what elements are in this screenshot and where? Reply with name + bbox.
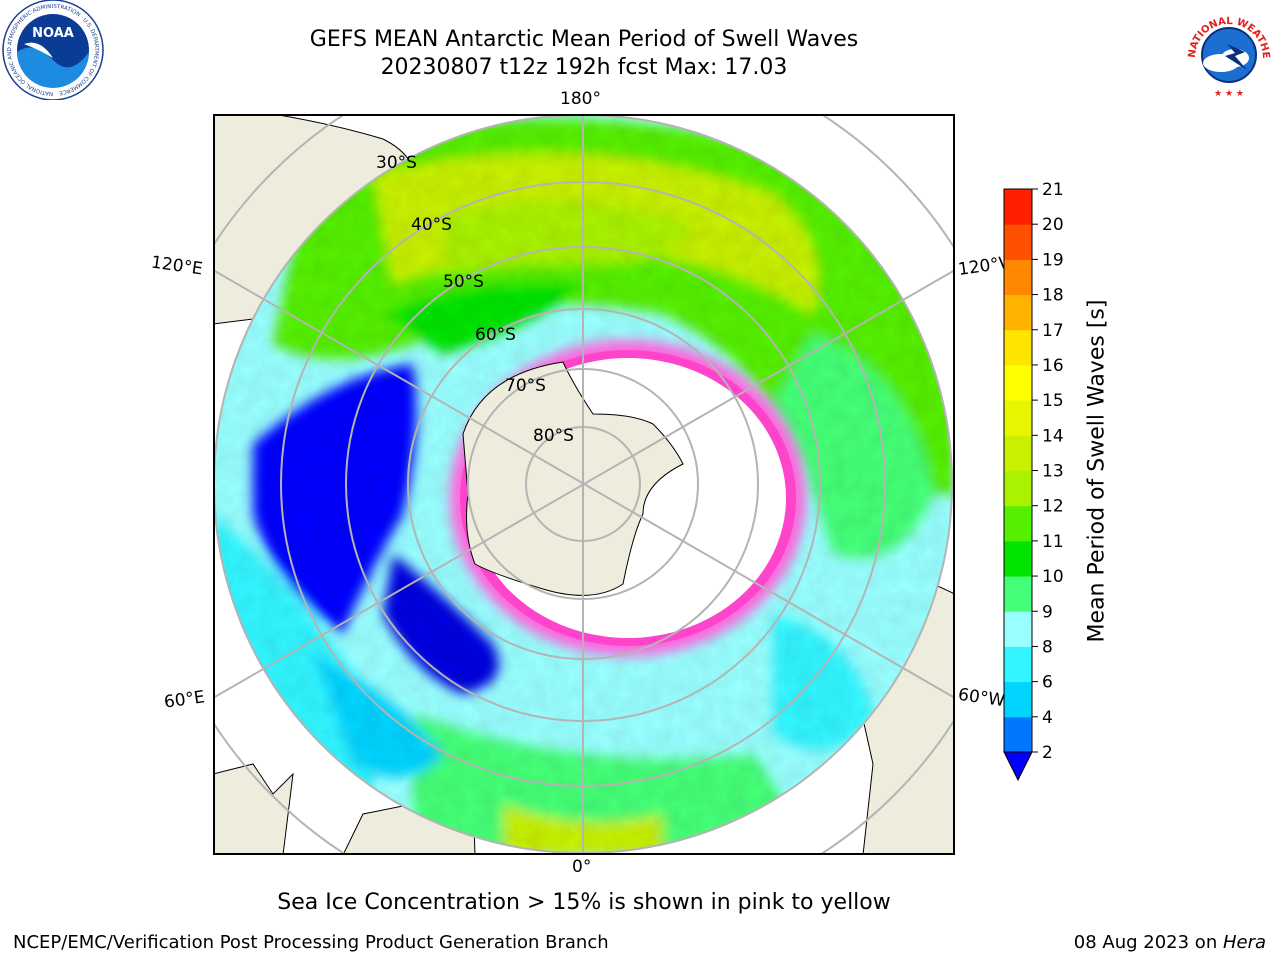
polar-map: 30°S 40°S 50°S 60°S 70°S 80°S: [213, 114, 955, 855]
lat-label-30s: 30°S: [376, 153, 417, 173]
chart-subtitle: 20230807 t12z 192h fcst Max: 17.03: [380, 55, 788, 80]
colorbar-segment: [1004, 259, 1032, 296]
colorbar-segment: [1004, 470, 1032, 507]
lat-label-60s: 60°S: [475, 325, 516, 345]
colorbar-tick-label: 18: [1042, 286, 1064, 306]
colorbar-segment: [1004, 505, 1032, 542]
colorbar-segment: [1004, 189, 1032, 225]
colorbar-segment: [1004, 681, 1032, 718]
footer-date-text: 08 Aug 2023 on: [1073, 932, 1223, 953]
colorbar-tick-label: 17: [1042, 321, 1064, 341]
lat-label-40s: 40°S: [411, 215, 452, 235]
colorbar-tick-label: 11: [1042, 532, 1064, 552]
colorbar-tick-label: 14: [1042, 426, 1064, 446]
colorbar-label: Mean Period of Swell Waves [s]: [1084, 299, 1110, 643]
lon-label-left-lower: 60°E: [162, 687, 207, 713]
colorbar-tick-label: 15: [1042, 391, 1064, 411]
colorbar-tick-label: 21: [1042, 180, 1064, 200]
colorbar-segment: [1004, 435, 1032, 471]
lon-label-left-upper: 120°E: [149, 252, 204, 280]
colorbar-tick-label: 9: [1042, 602, 1053, 622]
nws-logo: NATIONAL WEATHER SERVICE ★ ★ ★: [1175, 0, 1275, 99]
colorbar-segment: [1004, 364, 1032, 401]
chart-title: GEFS MEAN Antarctic Mean Period of Swell…: [309, 27, 859, 52]
colorbar-segment: [1004, 400, 1032, 436]
colorbar-segment: [1004, 646, 1032, 683]
colorbar-tick-label: 8: [1042, 637, 1053, 657]
colorbar-segment: [1004, 716, 1032, 753]
colorbar-extend-arrow: [1003, 751, 1033, 782]
colorbar-segment: [1004, 540, 1032, 577]
colorbar-tick-label: 16: [1042, 356, 1064, 376]
colorbar-tick-label: 13: [1042, 462, 1064, 482]
colorbar-tick-label: 12: [1042, 497, 1064, 517]
colorbar-tick-label: 20: [1042, 215, 1064, 235]
sea-ice-caption: Sea Ice Concentration > 15% is shown in …: [277, 890, 891, 915]
svg-text:★ ★ ★: ★ ★ ★: [1214, 89, 1244, 99]
colorbar-tick-label: 6: [1042, 673, 1053, 693]
colorbar-segment: [1004, 294, 1032, 331]
colorbar-tick-label: 4: [1042, 708, 1053, 728]
lon-label-bottom: 0°: [572, 857, 592, 877]
footer-date: 08 Aug 2023 on Hera: [1074, 932, 1266, 953]
colorbar-segment: [1004, 329, 1032, 366]
lat-label-70s: 70°S: [505, 376, 546, 396]
noaa-logo-text: NOAA: [32, 26, 74, 41]
colorbar: 2 4 6 8 9 10 11 12 13 14 15 16 17 18 19 20 21: [1003, 180, 1064, 782]
footer-credit: NCEP/EMC/Verification Post Processing Pr…: [13, 932, 609, 953]
colorbar-tick-label: 2: [1042, 743, 1053, 763]
footer-host: Hera: [1222, 932, 1266, 953]
lon-label-top: 180°: [560, 89, 601, 109]
colorbar-segment: [1004, 611, 1032, 647]
colorbar-segment: [1004, 224, 1032, 260]
colorbar-tick-label: 10: [1042, 567, 1064, 587]
lat-label-80s: 80°S: [533, 426, 574, 446]
lat-label-50s: 50°S: [443, 272, 484, 292]
colorbar-tick-label: 19: [1042, 250, 1064, 270]
colorbar-segment: [1004, 576, 1032, 612]
noaa-logo: NATIONAL OCEANIC AND ATMOSPHERIC ADMINIS…: [2, 0, 104, 100]
